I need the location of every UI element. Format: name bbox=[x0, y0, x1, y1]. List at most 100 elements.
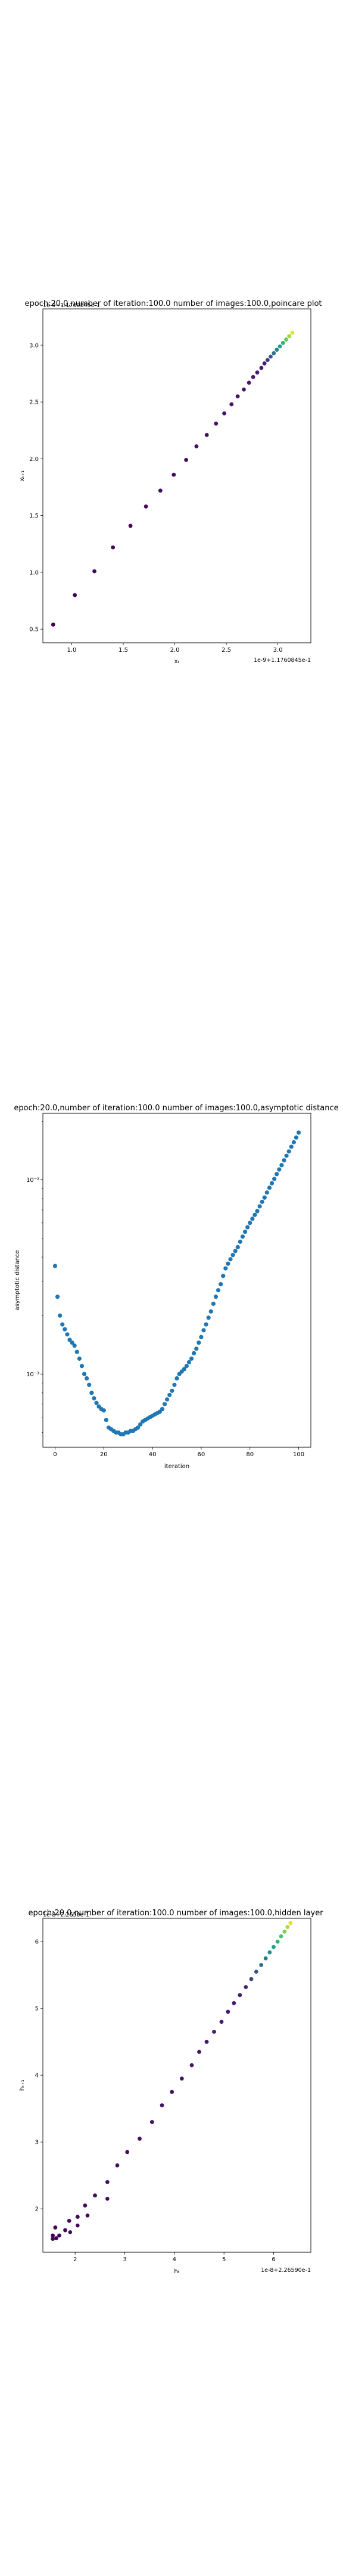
asymptotic-data-point bbox=[82, 1371, 87, 1376]
asymptotic-data-point bbox=[216, 1288, 221, 1293]
asymptotic-data-point bbox=[199, 1335, 204, 1339]
hidden-data-point bbox=[204, 2039, 209, 2044]
asymptotic-data-point bbox=[245, 1225, 250, 1230]
hidden-data-point bbox=[105, 2180, 110, 2184]
asymptotic-data-point bbox=[277, 1167, 282, 1172]
hidden-data-point bbox=[212, 2030, 216, 2034]
asymptotic-data-point bbox=[85, 1376, 89, 1381]
asymptotic-xlabel: iteration bbox=[164, 1463, 189, 1470]
poincare-data-point bbox=[284, 338, 288, 342]
asymptotic-data-point bbox=[257, 1204, 262, 1209]
asymptotic-xtick-label: 100 bbox=[293, 1451, 304, 1458]
hidden-xtick-label: 4 bbox=[173, 2256, 176, 2263]
asymptotic-data-point bbox=[252, 1212, 257, 1217]
asymptotic-data-point bbox=[294, 1135, 299, 1140]
poincare-data-point bbox=[158, 488, 163, 493]
hidden-data-point bbox=[272, 1945, 276, 1949]
hidden-offset-text: 1e-8+2.26590e-1 bbox=[261, 2267, 311, 2274]
asymptotic-data-point bbox=[160, 1407, 165, 1411]
hidden-data-point bbox=[105, 2197, 110, 2201]
hidden-data-point bbox=[67, 2218, 71, 2223]
poincare-data-point bbox=[128, 524, 133, 528]
hidden-data-point bbox=[83, 2203, 88, 2208]
hidden-data-point bbox=[267, 1950, 272, 1955]
hidden-data-point bbox=[259, 1963, 264, 1967]
asymptotic-data-point bbox=[63, 1327, 67, 1332]
asymptotic-data-point bbox=[192, 1351, 197, 1355]
poincare-xtick-label: 2.0 bbox=[170, 647, 180, 654]
asymptotic-data-point bbox=[65, 1332, 70, 1337]
hidden-overlay-text: 1e-8+2.2650e-1 bbox=[43, 1912, 89, 1918]
hidden-data-point bbox=[53, 2225, 58, 2230]
hidden-data-point bbox=[189, 2063, 194, 2067]
asymptotic-data-point bbox=[55, 1295, 60, 1299]
hidden-data-point bbox=[138, 2137, 142, 2141]
asymptotic-data-point bbox=[172, 1382, 177, 1387]
asymptotic-data-point bbox=[291, 1140, 296, 1145]
asymptotic-data-point bbox=[138, 1422, 143, 1427]
asymptotic-data-point bbox=[165, 1397, 170, 1402]
asymptotic-data-point bbox=[238, 1239, 242, 1244]
asymptotic-ylabel: asymptotic distance bbox=[14, 1250, 21, 1310]
hidden-ytick-label: 6 bbox=[35, 1939, 39, 1946]
asymptotic-data-point bbox=[94, 1401, 99, 1405]
asymptotic-data-point bbox=[206, 1315, 211, 1320]
asymptotic-data-point bbox=[223, 1266, 228, 1271]
poincare-overlay-text: 1e-9+1.1760845e-1 bbox=[43, 302, 100, 309]
asymptotic-data-point bbox=[262, 1195, 267, 1200]
hidden-data-point bbox=[51, 2237, 55, 2241]
asymptotic-data-point bbox=[269, 1181, 275, 1185]
hidden-data-point bbox=[275, 1939, 280, 1944]
hidden-data-point bbox=[226, 2010, 230, 2014]
asymptotic-data-point bbox=[228, 1257, 233, 1262]
asymptotic-ticks: 0 20 40 60 80 100 10⁻³ 10⁻² bbox=[26, 1121, 304, 1458]
hidden-data-point bbox=[232, 2001, 236, 2005]
poincare-data-point bbox=[247, 380, 251, 385]
hidden-data-point bbox=[244, 1984, 248, 1989]
asymptotic-data-point bbox=[260, 1199, 264, 1205]
poincare-data-point bbox=[277, 344, 282, 349]
hidden-data-point bbox=[288, 1921, 293, 1925]
poincare-data-point bbox=[92, 569, 96, 574]
asymptotic-data-point bbox=[230, 1253, 235, 1258]
asymptotic-data-point bbox=[184, 1364, 189, 1368]
asymptotic-data-point bbox=[272, 1176, 277, 1181]
asymptotic-data-point bbox=[79, 1364, 85, 1368]
poincare-data-point bbox=[280, 340, 285, 345]
asymptotic-data-point bbox=[248, 1221, 252, 1225]
asymptotic-data-point bbox=[72, 1343, 77, 1348]
asymptotic-data-point bbox=[77, 1356, 82, 1361]
poincare-data-point bbox=[51, 623, 55, 627]
poincare-data-point bbox=[265, 358, 270, 363]
hidden-data-point bbox=[279, 1934, 283, 1939]
poincare-data-point bbox=[222, 411, 227, 416]
poincare-data-point bbox=[73, 593, 77, 597]
hidden-data-point bbox=[51, 2233, 55, 2238]
poincare-data-point bbox=[255, 370, 260, 375]
asymptotic-data-point bbox=[186, 1360, 192, 1365]
hidden-layer-chart: epoch:20.0,number of iteration:100.0 num… bbox=[19, 1909, 323, 2275]
asymptotic-data-point bbox=[286, 1149, 291, 1154]
asymptotic-data-point bbox=[264, 1190, 269, 1195]
asymptotic-data-point bbox=[197, 1340, 201, 1345]
hidden-xtick-label: 6 bbox=[272, 2256, 275, 2263]
poincare-data-point bbox=[251, 374, 255, 379]
asymptotic-title: epoch:20.0,number of iteration:100.0 num… bbox=[14, 1104, 338, 1113]
hidden-data-point bbox=[115, 2163, 120, 2168]
asymptotic-data-point bbox=[242, 1230, 248, 1234]
asymptotic-data-point bbox=[233, 1249, 238, 1253]
poincare-xtick-label: 1.5 bbox=[119, 647, 128, 654]
poincare-data-point bbox=[275, 348, 279, 352]
poincare-data-point bbox=[111, 545, 116, 550]
poincare-ytick-label: 2.0 bbox=[29, 456, 39, 463]
poincare-data-point bbox=[287, 334, 292, 339]
poincare-ticks: 1.0 1.5 2.0 2.5 3.0 0.5 1.0 1.5 2.0 2.5 3.0 bbox=[29, 342, 282, 654]
poincare-data-point bbox=[144, 504, 148, 509]
poincare-axes-frame bbox=[42, 308, 311, 643]
asymptotic-distance-chart: epoch:20.0,number of iteration:100.0 num… bbox=[14, 1104, 338, 1470]
asymptotic-ytick-label: 10⁻³ bbox=[26, 1371, 39, 1378]
asymptotic-data-point bbox=[289, 1144, 294, 1149]
asymptotic-data-point bbox=[52, 1264, 58, 1268]
asymptotic-data-point bbox=[162, 1402, 167, 1407]
asymptotic-data-point bbox=[255, 1209, 260, 1213]
